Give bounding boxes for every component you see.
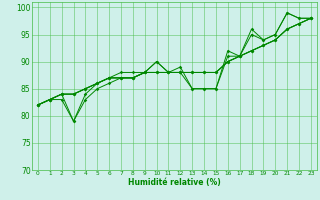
X-axis label: Humidité relative (%): Humidité relative (%) xyxy=(128,178,221,187)
